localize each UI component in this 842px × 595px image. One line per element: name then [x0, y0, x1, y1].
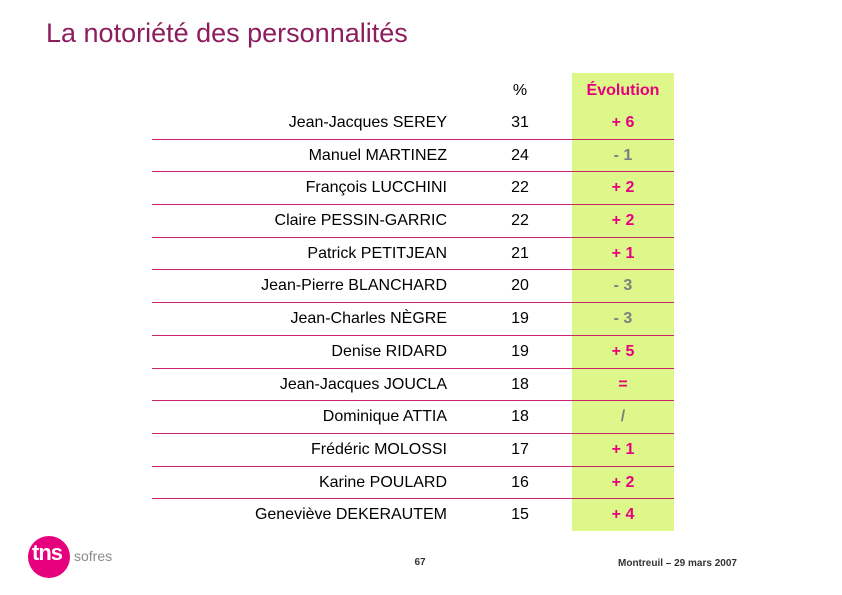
person-name: Jean-Charles NÈGRE: [290, 310, 448, 328]
person-name: Patrick PETITJEAN: [307, 244, 447, 262]
header-evolution: Évolution: [586, 82, 660, 99]
person-name: François LUCCHINI: [305, 179, 447, 197]
notoriety-percent: 19: [511, 342, 529, 360]
logo-circle-icon: [28, 536, 70, 578]
notoriety-percent: 31: [511, 114, 529, 131]
table-row: Patrick PETITJEAN 21 + 1: [152, 238, 674, 271]
notoriety-table: Jean-Jacques SEREY 31 + 6 Manuel MARTINEZ 24…: [152, 107, 674, 532]
notoriety-percent: 18: [511, 408, 529, 426]
page-title: La notoriété des personnalités: [46, 18, 408, 48]
header-percent: %: [512, 82, 528, 99]
person-name: Claire PESSIN-GARRIC: [274, 212, 447, 230]
table-row: François LUCCHINI 22 + 2: [152, 172, 674, 206]
table-row: Dominique ATTIA 18 /: [152, 401, 674, 434]
notoriety-percent: 24: [511, 146, 529, 164]
logo-tns-text: tns: [32, 540, 63, 565]
person-name: Jean-Pierre BLANCHARD: [261, 277, 447, 295]
evolution-value: + 1: [611, 244, 635, 262]
evolution-value: - 3: [613, 277, 633, 295]
evolution-value: + 6: [611, 114, 635, 131]
person-name: Frédéric MOLOSSI: [310, 440, 447, 458]
table-row: Manuel MARTINEZ 24 - 1: [152, 140, 674, 173]
evolution-value: - 3: [613, 310, 633, 328]
notoriety-percent: 20: [511, 277, 529, 295]
table-row: Claire PESSIN-GARRIC 22 + 2: [152, 205, 674, 238]
page-number: 67: [414, 557, 426, 568]
table-row: Frédéric MOLOSSI 17 + 1: [152, 434, 674, 467]
logo-sofres-text: sofres: [74, 548, 113, 564]
evolution-value: =: [618, 375, 628, 393]
person-name: Denise RIDARD: [331, 342, 447, 360]
notoriety-percent: 16: [511, 473, 529, 491]
table-row: Denise RIDARD 19 + 5: [152, 336, 674, 369]
person-name: Jean-Jacques JOUCLA: [279, 375, 447, 393]
notoriety-percent: 19: [511, 310, 529, 328]
tns-sofres-logo: tns sofres: [28, 536, 118, 578]
person-name: Dominique ATTIA: [322, 408, 447, 426]
table-row: Jean-Pierre BLANCHARD 20 - 3: [152, 270, 674, 304]
evolution-value: + 4: [611, 506, 635, 524]
notoriety-percent: 18: [511, 375, 529, 393]
evolution-value: + 2: [611, 179, 635, 197]
footer-location-date: Montreuil – 29 mars 2007: [618, 558, 737, 569]
notoriety-percent: 22: [511, 179, 529, 197]
evolution-value: + 5: [611, 342, 635, 360]
evolution-value: + 2: [611, 473, 635, 491]
notoriety-percent: 15: [511, 506, 529, 524]
table-row: Karine POULARD 16 + 2: [152, 467, 674, 500]
table-row: Jean-Charles NÈGRE 19 - 3: [152, 303, 674, 336]
notoriety-percent: 22: [511, 212, 529, 230]
table-row: Jean-Jacques SEREY 31 + 6: [152, 107, 674, 140]
person-name: Manuel MARTINEZ: [308, 146, 447, 164]
person-name: Geneviève DEKERAUTEM: [254, 506, 447, 524]
notoriety-percent: 17: [511, 440, 529, 458]
evolution-value: + 2: [611, 212, 635, 230]
evolution-value: - 1: [613, 146, 633, 164]
evolution-column-background: [572, 73, 674, 531]
person-name: Karine POULARD: [318, 473, 447, 491]
notoriety-percent: 21: [511, 244, 529, 262]
table-row: Geneviève DEKERAUTEM 15 + 4: [152, 499, 674, 532]
person-name: Jean-Jacques SEREY: [288, 114, 447, 131]
evolution-value: /: [620, 408, 626, 426]
evolution-value: + 1: [611, 440, 635, 458]
table-row: Jean-Jacques JOUCLA 18 =: [152, 369, 674, 402]
